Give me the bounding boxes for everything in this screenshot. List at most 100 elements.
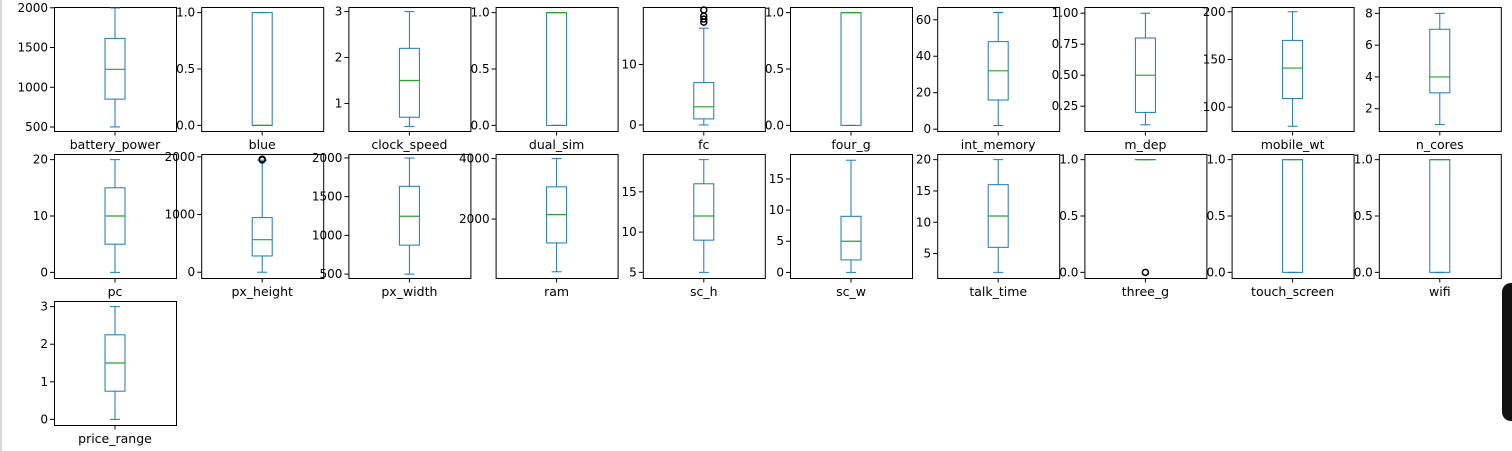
y-tick-label: 2000 xyxy=(17,1,48,15)
y-tick-label: 3 xyxy=(335,5,343,19)
x-tick-label: sc_w xyxy=(836,284,866,299)
x-tick-label: sc_h xyxy=(690,284,718,299)
y-tick-label: 10 xyxy=(622,57,637,71)
boxplot-blue: 0.0 0.5 1.0 blue xyxy=(176,6,325,152)
x-tick-label: battery_power xyxy=(70,137,161,152)
boxplot-mobile-wt: 100 150 200 mobile_wt xyxy=(1203,5,1355,152)
boxplot-m-dep: 0.25 0.50 0.75 1.00 m_dep xyxy=(1052,6,1208,152)
boxplot-clock-speed: 1 2 3 clock_speed xyxy=(335,5,472,152)
boxplot-sc-h: 5 10 15 sc_h xyxy=(622,154,766,299)
y-tick-label: 0.25 xyxy=(1052,99,1079,113)
y-tick-label: 10 xyxy=(769,203,784,217)
x-tick-label: clock_speed xyxy=(371,137,447,152)
x-tick-label: blue xyxy=(249,137,276,152)
y-tick-label: 1000 xyxy=(312,228,343,242)
axes-frame xyxy=(1084,154,1208,279)
box-iqr xyxy=(693,183,715,241)
y-tick-label: 0.5 xyxy=(176,62,195,76)
y-tick-label: 1.00 xyxy=(1052,6,1079,20)
boxplot-talk-time: 5 10 15 20 talk_time xyxy=(916,153,1061,299)
x-tick-label: dual_sim xyxy=(529,137,584,152)
y-tick-label: 10 xyxy=(33,209,48,223)
y-tick-label: 1000 xyxy=(165,208,196,222)
y-tick-label: 0.5 xyxy=(1059,209,1078,223)
x-tick-label: three_g xyxy=(1122,284,1169,299)
boxplot-three-g: 0.0 0.5 1.0 three_g xyxy=(1059,153,1208,299)
y-tick-label: 0 xyxy=(629,118,637,132)
boxplot-battery-power: 500 1000 1500 2000 battery_power xyxy=(17,1,177,152)
outlier-point xyxy=(258,155,266,163)
box-iqr xyxy=(546,12,568,126)
y-tick-label: 1500 xyxy=(312,190,343,204)
y-tick-label: 4 xyxy=(1365,70,1373,84)
box-iqr xyxy=(1429,159,1451,273)
axes-frame xyxy=(495,7,619,132)
boxplot-ram: 2000 4000 ram xyxy=(459,152,619,299)
boxplot-sc-w: 0 5 10 15 sc_w xyxy=(769,154,913,299)
x-tick-label: price_range xyxy=(78,431,152,446)
y-tick-label: 10 xyxy=(916,215,931,229)
x-tick-label: fc xyxy=(698,137,709,152)
y-tick-label: 3 xyxy=(40,300,48,314)
y-tick-label: 0 xyxy=(40,265,48,279)
x-tick-label: talk_time xyxy=(969,284,1027,299)
y-tick-label: 15 xyxy=(769,172,784,186)
boxplot-px-height: 0 1000 2000 px_height xyxy=(165,150,325,299)
axes-frame xyxy=(1378,154,1502,279)
y-tick-label: 0.5 xyxy=(765,62,784,76)
y-tick-label: 5 xyxy=(924,247,932,261)
boxplot-touch-screen: 0.0 0.5 1.0 touch_screen xyxy=(1207,153,1355,299)
y-tick-label: 15 xyxy=(622,185,637,199)
scroll-handle[interactable] xyxy=(1502,283,1512,421)
box-iqr xyxy=(1429,28,1451,94)
y-tick-label: 1.0 xyxy=(765,6,784,20)
x-tick-label: n_cores xyxy=(1416,137,1464,152)
boxplot-px-width: 500 1000 1500 2000 px_width xyxy=(312,151,472,299)
x-tick-label: px_width xyxy=(381,284,437,299)
x-tick-label: pc xyxy=(108,284,123,299)
boxplot-pc: 0 10 20 pc xyxy=(33,153,177,299)
outlier-point xyxy=(700,6,708,14)
y-tick-label: 15 xyxy=(916,184,931,198)
box-iqr xyxy=(398,47,420,118)
axes-frame xyxy=(1231,154,1355,279)
y-tick-label: 2 xyxy=(335,51,343,65)
boxplot-dual-sim: 0.0 0.5 1.0 dual_sim xyxy=(471,6,619,152)
y-tick-label: 0.0 xyxy=(471,118,490,132)
y-tick-label: 2000 xyxy=(312,151,343,165)
y-tick-label: 20 xyxy=(916,153,931,167)
y-tick-label: 10 xyxy=(622,225,637,239)
y-tick-label: 6 xyxy=(1365,38,1373,52)
box-iqr xyxy=(1282,39,1304,100)
y-tick-label: 2000 xyxy=(165,150,196,164)
y-tick-label: 0 xyxy=(188,265,196,279)
y-tick-label: 1.0 xyxy=(1207,153,1226,167)
y-tick-label: 5 xyxy=(776,234,784,248)
y-tick-label: 1000 xyxy=(17,80,48,94)
outlier-point xyxy=(700,15,708,23)
outlier-point xyxy=(1141,268,1150,277)
y-tick-label: 200 xyxy=(1203,5,1226,19)
y-tick-label: 0.75 xyxy=(1052,37,1079,51)
boxplot-wifi: 0.0 0.5 1.0 wifi xyxy=(1354,153,1502,299)
y-tick-label: 40 xyxy=(916,49,931,63)
y-tick-label: 1500 xyxy=(17,41,48,55)
x-tick-label: px_height xyxy=(231,284,293,299)
y-tick-label: 150 xyxy=(1203,52,1226,66)
boxplot-price-range: 0 1 2 3 price_range xyxy=(40,300,177,446)
x-tick-label: ram xyxy=(544,284,569,299)
y-tick-label: 60 xyxy=(916,13,931,27)
y-tick-label: 2000 xyxy=(459,212,490,226)
boxplot-fc: 0 10 fc xyxy=(622,6,766,152)
y-tick-label: 2 xyxy=(40,337,48,351)
y-tick-label: 20 xyxy=(916,86,931,100)
boxplot-four-g: 0.0 0.5 1.0 four_g xyxy=(765,6,913,152)
y-tick-label: 1.0 xyxy=(1059,153,1078,167)
y-tick-label: 0.0 xyxy=(1354,265,1373,279)
box-iqr xyxy=(251,217,273,257)
x-tick-label: mobile_wt xyxy=(1261,137,1325,152)
y-tick-label: 0.0 xyxy=(1059,265,1078,279)
boxplot-n-cores: 2 4 6 8 n_cores xyxy=(1365,6,1502,152)
y-tick-label: 2 xyxy=(1365,102,1373,116)
y-tick-label: 0 xyxy=(924,122,932,136)
